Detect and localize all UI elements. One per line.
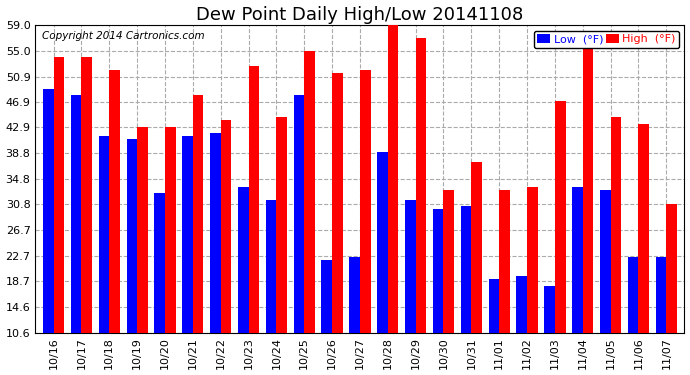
Bar [248, 66, 259, 333]
Bar [433, 209, 444, 333]
Bar [71, 95, 81, 333]
Bar [99, 136, 109, 333]
Bar [193, 95, 204, 333]
Bar [527, 187, 538, 333]
Bar [388, 25, 398, 333]
Bar [638, 124, 649, 333]
Bar [126, 140, 137, 333]
Bar [377, 152, 388, 333]
Bar [221, 120, 231, 333]
Bar [656, 257, 667, 333]
Bar [667, 204, 677, 333]
Text: Copyright 2014 Cartronics.com: Copyright 2014 Cartronics.com [42, 31, 204, 41]
Bar [600, 190, 611, 333]
Bar [238, 187, 248, 333]
Bar [461, 206, 471, 333]
Bar [137, 127, 148, 333]
Bar [54, 57, 64, 333]
Bar [517, 276, 527, 333]
Bar [471, 162, 482, 333]
Bar [628, 257, 638, 333]
Bar [360, 70, 371, 333]
Bar [266, 200, 277, 333]
Bar [444, 190, 454, 333]
Bar [583, 38, 593, 333]
Bar [332, 73, 343, 333]
Bar [165, 127, 175, 333]
Title: Dew Point Daily High/Low 20141108: Dew Point Daily High/Low 20141108 [197, 6, 524, 24]
Bar [415, 38, 426, 333]
Bar [544, 286, 555, 333]
Bar [405, 200, 415, 333]
Bar [555, 101, 566, 333]
Bar [499, 190, 510, 333]
Bar [81, 57, 92, 333]
Bar [109, 70, 120, 333]
Bar [294, 95, 304, 333]
Bar [349, 257, 360, 333]
Bar [489, 279, 499, 333]
Legend: Low  (°F), High  (°F): Low (°F), High (°F) [534, 31, 679, 48]
Bar [182, 136, 193, 333]
Bar [155, 194, 165, 333]
Bar [322, 260, 332, 333]
Bar [611, 117, 621, 333]
Bar [304, 51, 315, 333]
Bar [210, 133, 221, 333]
Bar [277, 117, 287, 333]
Bar [572, 187, 583, 333]
Bar [43, 88, 54, 333]
